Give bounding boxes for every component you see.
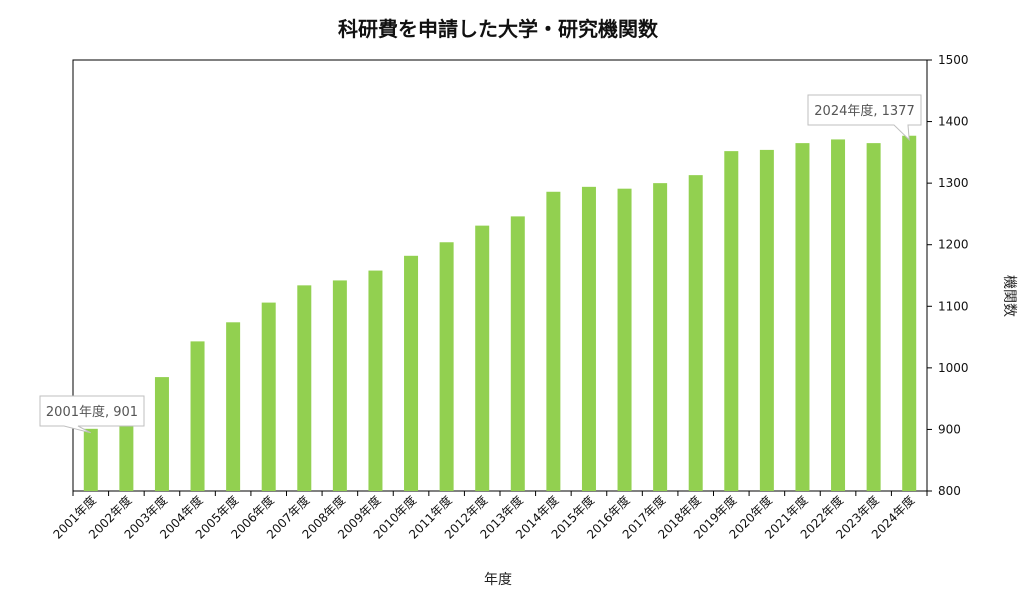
y-tick-label: 900 <box>938 422 961 436</box>
callout-2024年度: 2024年度, 1377 <box>807 94 922 142</box>
bar-2014年度 <box>546 191 561 491</box>
bar-2009年度 <box>368 270 383 491</box>
y-tick-label: 1300 <box>938 176 969 190</box>
x-axis-label: 年度 <box>484 572 512 588</box>
callout-box <box>39 395 145 434</box>
bar-2018年度 <box>688 175 703 492</box>
bar-2004年度 <box>190 341 205 491</box>
bar-2002年度 <box>119 422 134 491</box>
bars-group <box>83 135 917 492</box>
y-axis: 800 900 1000 1100 1200 1300 1400 1500 <box>927 53 969 498</box>
callout-2001年度: 2001年度, 901 <box>39 395 145 434</box>
bar-2005年度 <box>226 322 241 491</box>
callout-box <box>807 94 922 142</box>
y-tick-label: 1500 <box>938 53 969 67</box>
bar-2017年度 <box>653 183 668 491</box>
y-axis-label: 機関数 <box>1001 275 1017 317</box>
bar-2003年度 <box>154 377 169 491</box>
bar-2013年度 <box>510 216 525 492</box>
y-tick-label: 1100 <box>938 299 969 313</box>
x-axis: 2001年度2002年度2003年度2004年度2005年度2006年度2007… <box>50 491 928 542</box>
bar-2010年度 <box>404 255 419 491</box>
y-tick-label: 1200 <box>938 238 969 252</box>
callout-label: 2001年度, 901 <box>46 404 138 420</box>
bar-2015年度 <box>581 186 596 491</box>
chart-title: 科研費を申請した大学・研究機関数 <box>338 17 659 41</box>
bar-2020年度 <box>759 149 774 491</box>
bar-2001年度 <box>83 428 98 491</box>
bar-2016年度 <box>617 188 632 492</box>
bar-2019年度 <box>724 151 739 491</box>
y-tick-label: 1000 <box>938 361 969 375</box>
bar-2008年度 <box>332 280 347 491</box>
bar-2024年度 <box>902 135 917 492</box>
bar-2007年度 <box>297 285 312 491</box>
bar-2023年度 <box>866 143 881 491</box>
bar-2022年度 <box>831 139 846 492</box>
callout-label: 2024年度, 1377 <box>814 103 914 119</box>
bar-2006年度 <box>261 302 276 491</box>
bar-2021年度 <box>795 143 810 491</box>
bar-2012年度 <box>475 225 490 491</box>
bar-2011年度 <box>439 242 454 491</box>
y-tick-label: 1400 <box>938 115 969 129</box>
callouts-group: 2001年度, 901 2024年度, 1377 <box>39 94 922 434</box>
y-tick-label: 800 <box>938 484 961 498</box>
